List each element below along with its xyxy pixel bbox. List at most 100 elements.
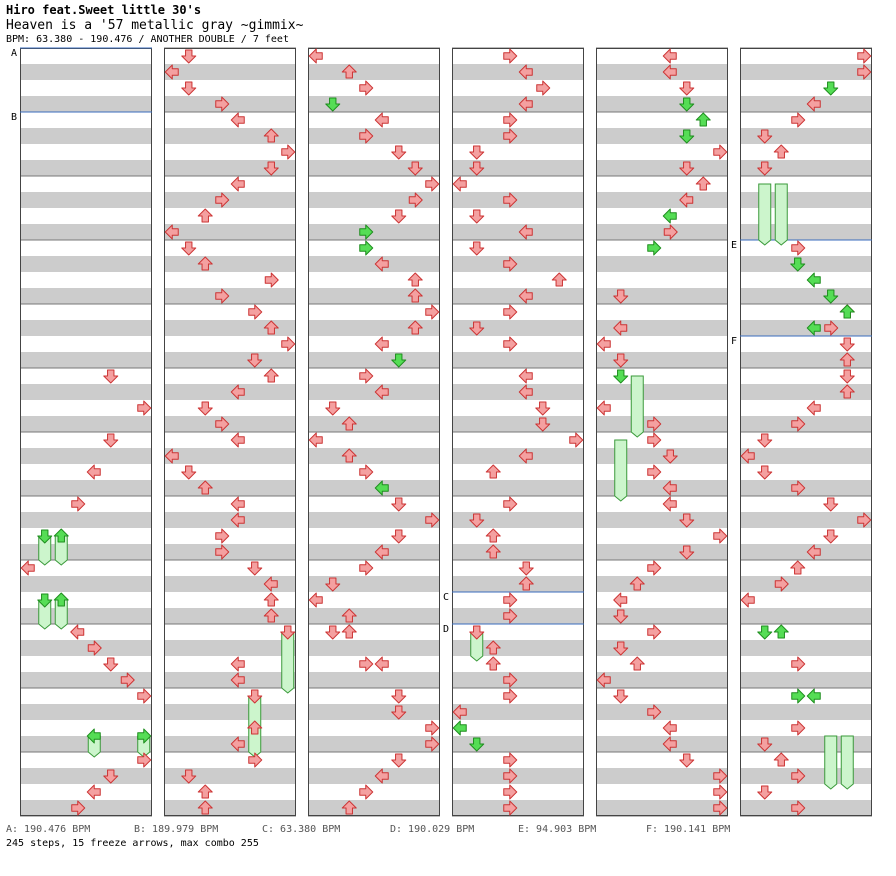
beat-stripe [596,736,728,752]
step-arrow [791,688,806,704]
beat-stripe [596,128,728,144]
beat-stripe [452,640,584,656]
step-arrow [325,625,341,640]
step-arrow [629,576,645,591]
step-arrow [839,369,855,384]
step-arrow [215,544,230,560]
beat-stripe [20,192,152,208]
step-arrow [391,497,407,512]
beat-stripe [308,736,440,752]
beat-stripe [164,288,296,304]
chart-header: Hiro feat.Sweet little 30's Heaven is a … [6,2,303,46]
beat-stripe [308,96,440,112]
beat-stripe [164,384,296,400]
beat-stripe [596,512,728,528]
step-arrow [518,96,533,112]
step-arrow [425,304,440,320]
step-arrow [164,448,179,464]
step-arrow [391,353,407,368]
step-arrow [757,625,773,640]
step-arrow [679,97,695,112]
step-arrow [425,176,440,192]
chart-meta: BPM: 63.380 - 190.476 / ANOTHER DOUBLE /… [6,34,289,45]
step-arrow [230,736,245,752]
step-arrow [263,608,279,623]
step-arrow [662,736,677,752]
panel-border [308,48,440,816]
beat-stripe [596,576,728,592]
beat-stripe [20,416,152,432]
step-arrow [247,689,263,704]
step-arrow [503,800,518,816]
step-arrow [647,464,662,480]
step-arrow [503,592,518,608]
step-arrow [679,753,695,768]
step-arrow [71,496,86,512]
beat-stripe [740,192,872,208]
step-arrow [518,288,533,304]
beat-stripe [740,800,872,816]
bpm-marker-label: C [443,592,449,603]
beat-stripe [596,704,728,720]
step-arrow [391,689,407,704]
step-arrow [197,784,213,799]
beat-stripe [452,736,584,752]
step-arrow [325,577,341,592]
step-arrow [230,656,245,672]
step-arrow [485,640,501,655]
step-arrow [308,592,323,608]
step-arrow [806,320,821,336]
step-arrow [679,81,695,96]
beat-stripe [452,192,584,208]
step-arrow [452,704,467,720]
step-arrow [647,240,662,256]
step-arrow [679,192,694,208]
chart-panel [308,47,440,817]
step-arrow [791,480,806,496]
step-arrow [518,561,534,576]
beat-stripe [308,544,440,560]
step-arrow [713,800,728,816]
beat-stripe [596,64,728,80]
beat-stripe [20,672,152,688]
step-arrow [596,336,611,352]
step-arrow [281,336,296,352]
step-arrow [215,192,230,208]
step-arrow [86,784,101,800]
step-arrow [137,728,152,744]
step-arrow [359,368,374,384]
beat-stripe [164,672,296,688]
step-arrow [613,320,628,336]
step-arrow [341,448,357,463]
step-arrow [791,656,806,672]
step-arrow [823,81,839,96]
beat-stripe [164,128,296,144]
beat-stripe [20,768,152,784]
step-arrow [790,560,806,575]
beat-stripe [452,352,584,368]
step-arrow [197,401,213,416]
step-arrow [713,528,728,544]
step-arrow [518,576,534,591]
step-arrow [679,545,695,560]
step-arrow [407,288,423,303]
step-arrow [181,49,197,64]
beat-stripe [740,320,872,336]
step-arrow [215,96,230,112]
beat-stripe [164,768,296,784]
step-arrow [857,64,872,80]
step-arrow [839,352,855,367]
beat-stripe [164,352,296,368]
beat-stripe [308,704,440,720]
step-arrow [823,497,839,512]
step-arrow [263,128,279,143]
beat-stripe [596,384,728,400]
beat-stripe [740,512,872,528]
step-arrow [53,528,69,543]
step-arrow [503,752,518,768]
beat-stripe [308,288,440,304]
beat-stripe [740,64,872,80]
step-arrow [281,144,296,160]
step-arrow [757,465,773,480]
